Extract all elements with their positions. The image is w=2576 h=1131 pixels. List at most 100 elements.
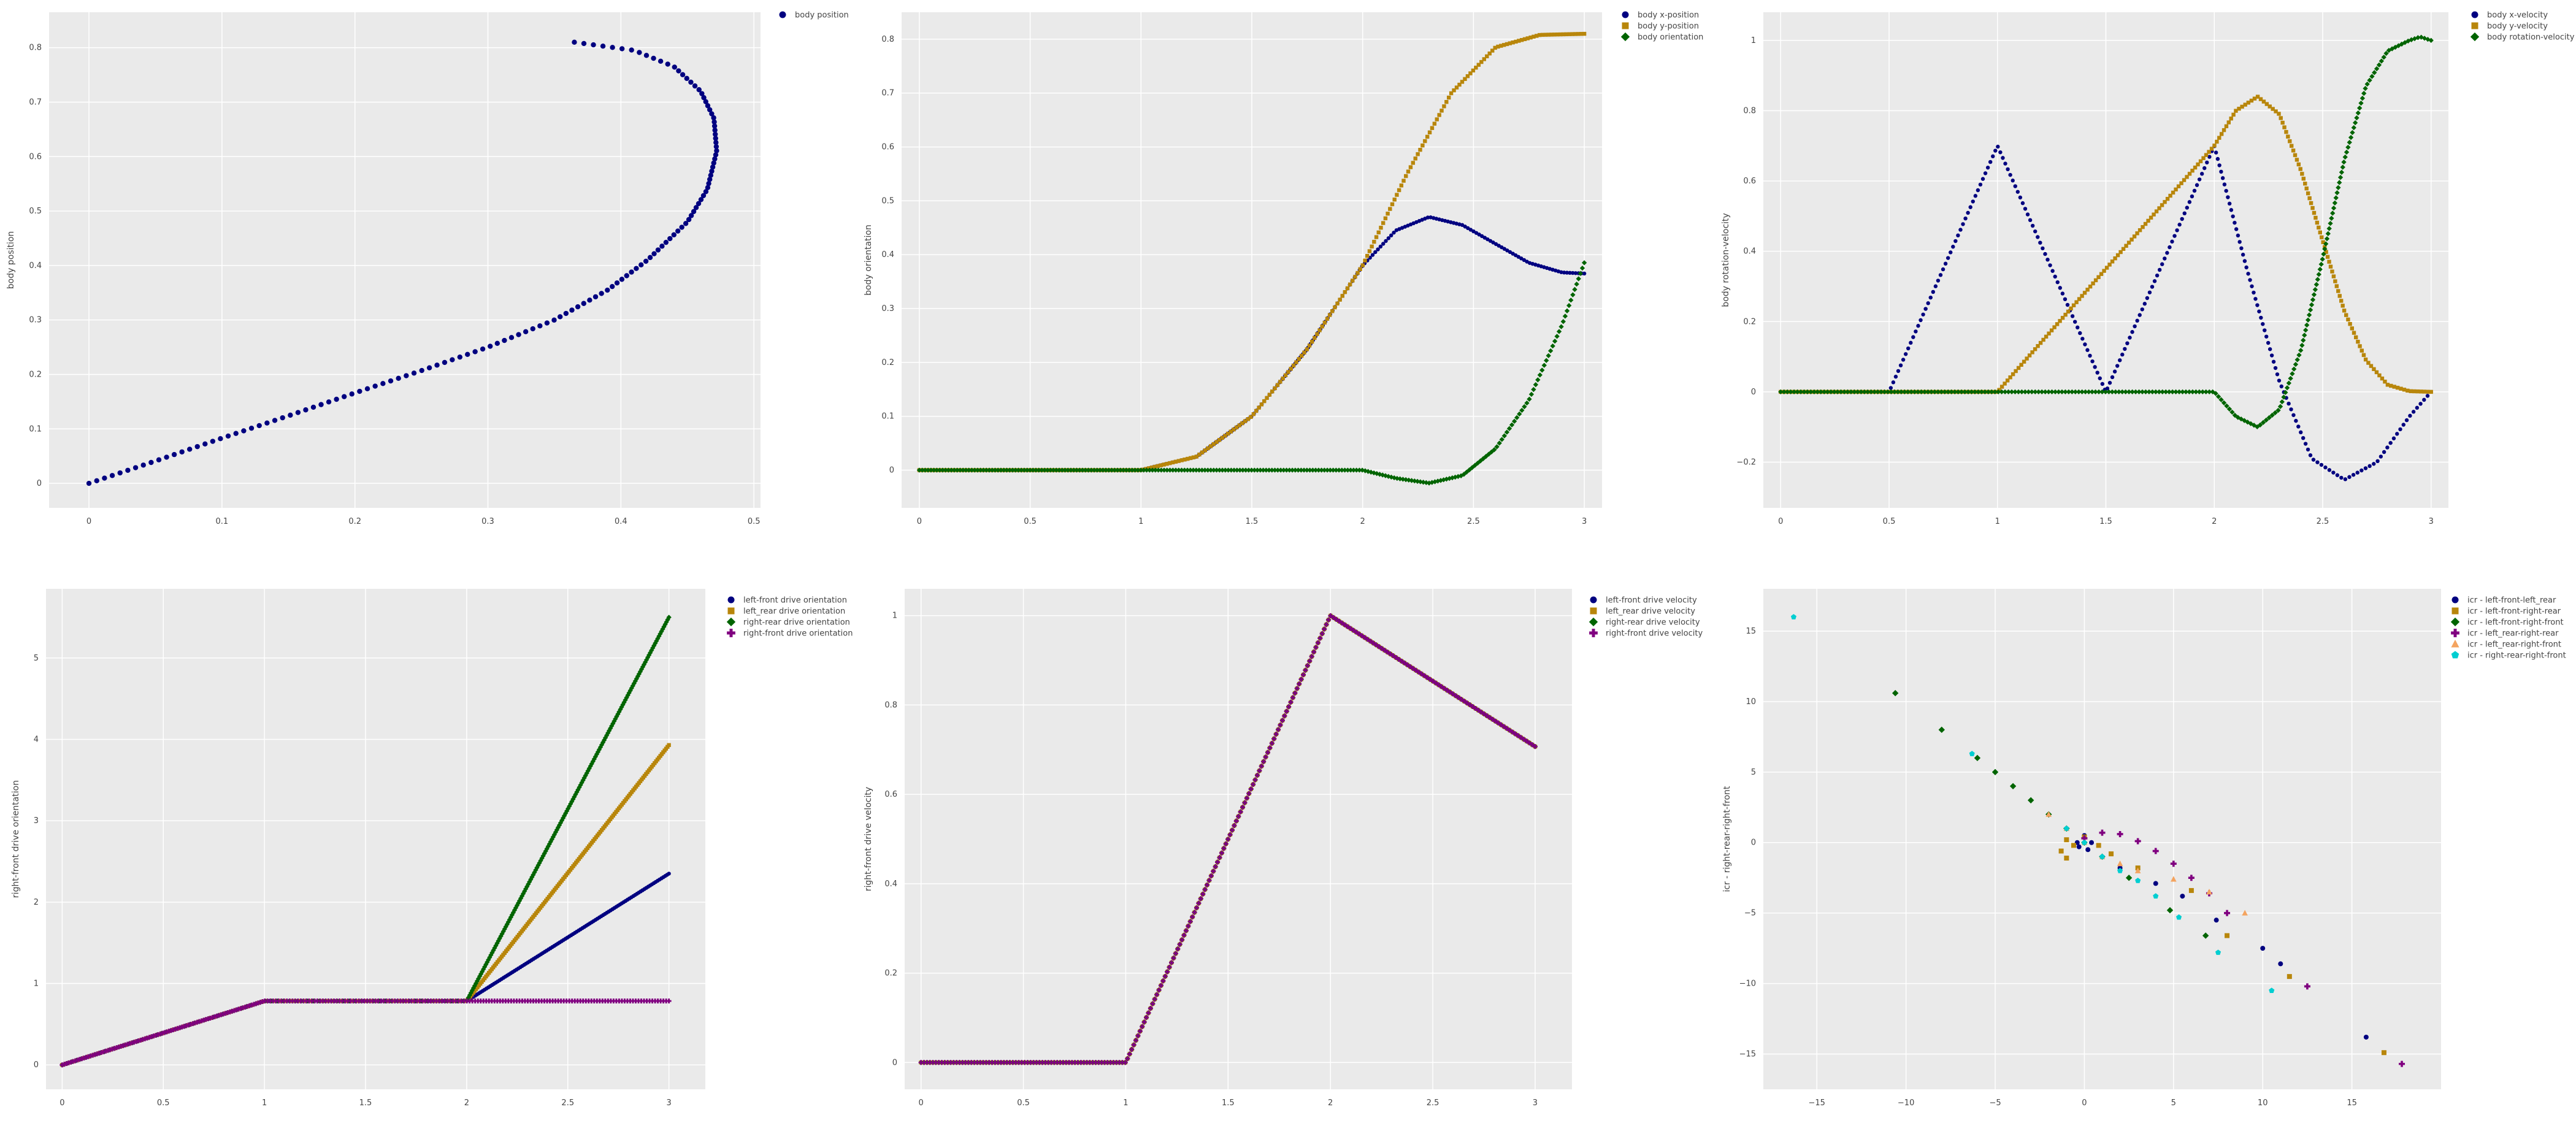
data-point: [1381, 242, 1386, 246]
data-point: [1470, 704, 1476, 710]
data-point: [1408, 165, 1413, 169]
data-point: [2301, 177, 2306, 181]
data-point: [2257, 422, 2263, 427]
data-point: [2381, 1050, 2386, 1056]
data-point: [1347, 467, 1354, 473]
data-point: [1206, 878, 1212, 883]
data-point: [957, 1060, 962, 1065]
data-point: [1430, 678, 1436, 684]
data-point: [1533, 381, 1539, 388]
data-point: [2140, 307, 2144, 312]
y-tick-label: 0.1: [881, 412, 894, 421]
legend-marker: [2451, 651, 2459, 659]
data-point: [1804, 389, 1811, 395]
data-point: [2299, 430, 2303, 435]
data-point: [1211, 467, 1216, 473]
data-point: [527, 879, 532, 884]
data-point: [1037, 1060, 1042, 1065]
data-point: [1396, 656, 1401, 662]
data-point: [657, 631, 663, 637]
data-point: [661, 999, 666, 1004]
data-point: [1043, 1060, 1048, 1065]
x-tick-label: 2.5: [561, 1098, 574, 1108]
data-point: [1541, 362, 1547, 368]
data-point: [2027, 353, 2032, 358]
data-point: [2033, 347, 2037, 351]
data-point: [564, 808, 570, 814]
x-tick-label: 0.1: [216, 517, 229, 526]
data-point: [1413, 156, 1417, 161]
data-point: [534, 865, 540, 870]
data-point: [1345, 286, 1350, 291]
data-point: [1404, 174, 1408, 178]
data-point: [276, 999, 282, 1004]
series-body-position: [86, 39, 719, 486]
data-point: [1939, 389, 1944, 395]
data-point: [2065, 302, 2070, 307]
data-point: [2096, 275, 2101, 280]
data-point: [650, 999, 655, 1004]
data-point: [1524, 738, 1530, 744]
data-point: [1217, 438, 1222, 442]
data-point: [1336, 618, 1342, 624]
x-tick-label: 0: [2082, 1098, 2087, 1108]
data-point: [2334, 284, 2339, 288]
data-point: [965, 1060, 971, 1065]
data-point: [2267, 104, 2272, 109]
data-point: [1039, 467, 1045, 473]
data-point: [1892, 389, 1898, 395]
data-point: [1283, 373, 1288, 378]
data-point: [2117, 830, 2123, 837]
data-point: [2286, 134, 2290, 139]
data-point: [102, 475, 107, 481]
data-point: [1441, 477, 1446, 483]
data-point: [2165, 251, 2169, 255]
data-point: [713, 140, 719, 145]
data-point: [622, 999, 627, 1004]
data-point: [533, 867, 539, 873]
data-point: [1912, 389, 1917, 395]
data-point: [1928, 295, 1933, 300]
data-point: [2169, 389, 2175, 395]
data-point: [547, 999, 553, 1004]
data-point: [1114, 1060, 1119, 1065]
data-point: [1316, 467, 1322, 473]
data-point: [1479, 59, 1484, 64]
data-point: [2306, 447, 2310, 452]
data-point: [288, 412, 293, 418]
data-point: [1257, 768, 1262, 773]
data-point: [1031, 1060, 1037, 1065]
data-point: [1197, 452, 1202, 457]
data-point: [2319, 462, 2324, 467]
data-point: [1001, 1060, 1006, 1065]
data-point: [1522, 37, 1527, 42]
data-point: [2171, 190, 2175, 195]
data-point: [1519, 407, 1525, 413]
data-point: [2155, 273, 2160, 278]
data-point: [1129, 1047, 1135, 1052]
data-point: [1310, 467, 1316, 473]
data-point: [171, 451, 177, 458]
data-point: [978, 1060, 983, 1065]
data-point: [939, 1060, 945, 1065]
data-point: [1466, 467, 1472, 473]
legend-label: body rotation-velocity: [2487, 33, 2575, 42]
data-point: [386, 999, 392, 1004]
data-point: [1213, 864, 1218, 870]
data-point: [1173, 459, 1178, 464]
data-point: [1519, 37, 1524, 42]
data-point: [2153, 881, 2158, 886]
data-point: [1291, 363, 1296, 368]
data-point: [1511, 40, 1515, 45]
data-point: [1922, 389, 1928, 395]
data-point: [1493, 718, 1498, 724]
data-point: [2422, 397, 2426, 402]
data-point: [610, 45, 615, 50]
data-point: [1501, 43, 1506, 47]
data-point: [2352, 120, 2358, 126]
y-tick-label: 0.6: [881, 143, 894, 152]
data-point: [2115, 364, 2120, 368]
data-point: [1304, 467, 1310, 473]
